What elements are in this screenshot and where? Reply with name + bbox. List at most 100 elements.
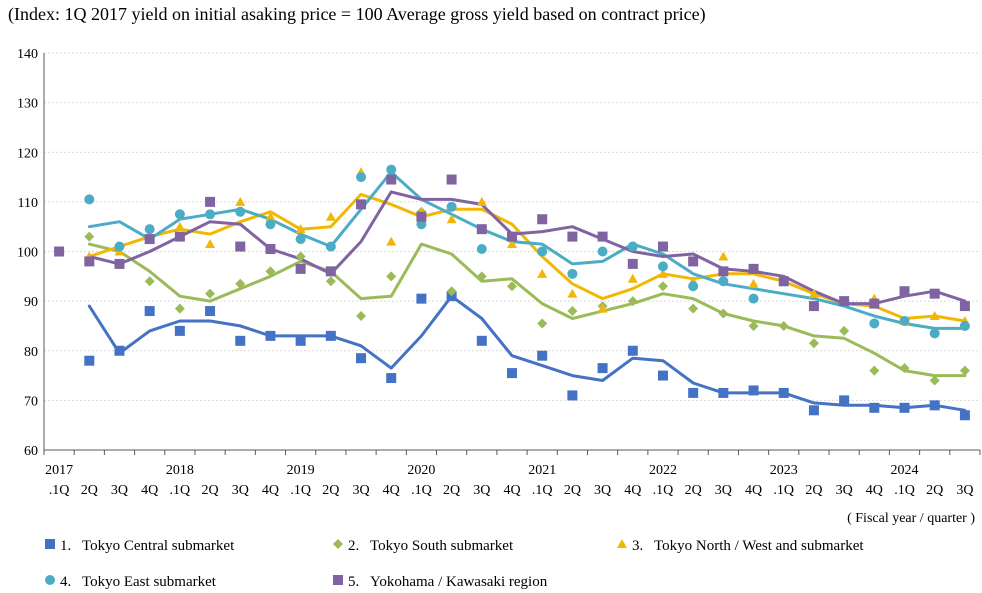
data-point-series-3 <box>567 288 578 298</box>
data-point-series-2 <box>476 271 487 282</box>
data-point-series-1 <box>959 410 970 421</box>
legend-label: Tokyo East submarket <box>82 574 217 590</box>
year-label: 2021 <box>528 463 556 478</box>
legend-number: 5. <box>348 574 359 590</box>
trend-line-2 <box>87 242 967 378</box>
data-point-series-5 <box>507 231 517 242</box>
data-point-series-1 <box>386 373 397 384</box>
data-point-series-5 <box>205 196 216 207</box>
x-tick-label: 4Q <box>866 483 883 498</box>
year-label: 2024 <box>891 463 919 478</box>
data-point-series-3 <box>295 224 306 234</box>
x-tick-label: 3Q <box>473 483 490 498</box>
y-tick-label: 140 <box>17 47 38 62</box>
data-point-series-5 <box>688 256 699 267</box>
data-point-series-2 <box>899 363 910 374</box>
x-tick-label: 3Q <box>836 483 853 498</box>
data-point-series-5 <box>899 286 910 297</box>
x-tick-label: 4Q <box>383 483 400 498</box>
data-point-series-5 <box>808 301 819 312</box>
data-point-series-3 <box>446 214 457 224</box>
data-point-series-3 <box>205 239 216 249</box>
x-tick-label: .1Q <box>49 483 70 498</box>
data-point-series-1 <box>174 325 185 336</box>
data-point-series-3 <box>929 311 940 321</box>
legend-number: 2. <box>348 538 359 554</box>
data-point-series-1 <box>325 330 336 341</box>
data-point-series-2 <box>929 375 940 386</box>
data-point-series-1 <box>839 395 850 406</box>
data-point-series-2 <box>808 338 819 349</box>
data-point-series-3 <box>718 251 729 261</box>
data-point-series-1 <box>657 370 668 381</box>
data-point-series-5 <box>446 174 457 185</box>
trend-lines <box>87 170 967 412</box>
data-point-series-1 <box>537 350 548 361</box>
data-point-series-2 <box>295 251 306 262</box>
data-point-series-3 <box>537 268 548 278</box>
legend-marker <box>45 539 55 549</box>
x-tick-label: 3Q <box>594 483 611 498</box>
data-point-series-1 <box>718 387 729 398</box>
x-tick-label: 3Q <box>956 483 973 498</box>
data-point-series-4 <box>144 224 155 235</box>
data-point-series-5 <box>778 276 789 287</box>
x-tick-label: 2Q <box>685 483 702 498</box>
y-tick-label: 100 <box>17 246 38 261</box>
legend-number: 1. <box>60 538 71 554</box>
data-point-series-1 <box>416 293 427 304</box>
legend-label: Tokyo South submarket <box>370 538 514 554</box>
data-point-series-4 <box>356 172 367 183</box>
x-tick-label: 4Q <box>503 483 520 498</box>
legend-number: 3. <box>632 538 643 554</box>
year-label: 2022 <box>649 463 677 478</box>
data-point-series-2 <box>84 231 95 242</box>
x-tick-label: 2Q <box>564 483 581 498</box>
data-point-series-1 <box>627 345 638 356</box>
data-point-series-4 <box>657 261 668 272</box>
legend-marker <box>45 575 55 585</box>
x-tick-label: .1Q <box>894 483 915 498</box>
data-point-series-2 <box>718 308 729 319</box>
data-point-series-3 <box>748 278 759 288</box>
data-point-series-4 <box>476 244 487 255</box>
data-point-series-1 <box>929 400 940 411</box>
data-point-series-1 <box>476 335 487 346</box>
legend: 1. Tokyo Central submarket 2. Tokyo South s… <box>45 538 864 590</box>
data-point-series-3 <box>174 221 185 231</box>
data-point-series-1 <box>235 335 246 346</box>
x-tick-label: 4Q <box>262 483 279 498</box>
data-point-series-4 <box>114 241 125 252</box>
x-tick-label: 3Q <box>715 483 732 498</box>
data-point-series-1 <box>265 330 276 341</box>
legend-label: Tokyo North / West and submarket <box>654 538 864 554</box>
data-point-series-2 <box>959 365 970 376</box>
x-tick-label: .1Q <box>411 483 432 498</box>
gridlines <box>44 52 980 401</box>
x-tick-label: 2Q <box>202 483 219 498</box>
data-point-series-2 <box>174 303 185 314</box>
data-point-series-5 <box>537 214 548 225</box>
data-point-series-1 <box>295 335 306 346</box>
data-point-series-3 <box>386 236 397 246</box>
legend-label: Yokohama / Kawasaki region <box>370 574 548 590</box>
data-point-series-4 <box>446 201 457 212</box>
x-tick-label: 4Q <box>745 483 762 498</box>
y-tick-label: 120 <box>17 146 38 161</box>
data-point-series-2 <box>869 365 880 376</box>
data-point-series-1 <box>808 405 819 416</box>
data-point-series-1 <box>688 387 699 398</box>
data-point-series-1 <box>899 402 910 413</box>
data-point-series-3 <box>507 239 517 249</box>
data-point-series-5 <box>265 244 276 255</box>
x-tick-label: .1Q <box>773 483 794 498</box>
year-label: 2019 <box>287 463 315 478</box>
data-point-series-3 <box>808 288 819 298</box>
data-point-series-2 <box>446 286 457 297</box>
data-point-series-5 <box>567 231 578 242</box>
x-tick-label: 3Q <box>352 483 369 498</box>
data-point-series-4 <box>959 320 970 331</box>
data-point-series-2 <box>144 276 155 287</box>
data-point-series-1 <box>748 385 759 396</box>
data-point-series-1 <box>356 353 367 364</box>
